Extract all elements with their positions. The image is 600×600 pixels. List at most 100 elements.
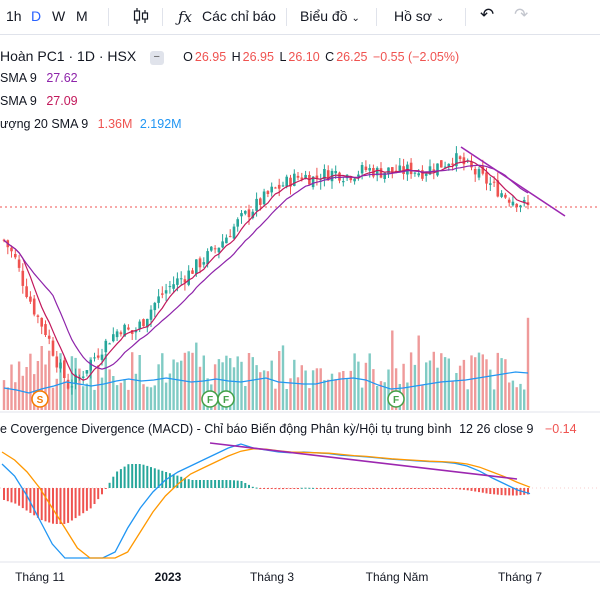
candle-body — [458, 156, 462, 159]
macd-histogram-bar — [425, 488, 428, 489]
volume-bar — [428, 360, 432, 410]
candle-body — [289, 177, 292, 187]
open-value: 26.95 — [194, 50, 227, 64]
candle-body — [89, 360, 92, 371]
volume-bar — [127, 389, 130, 410]
candle-body — [489, 183, 492, 185]
volume-bar — [379, 381, 383, 410]
volume-bar — [180, 360, 183, 410]
low-value: 26.10 — [288, 50, 320, 64]
candle-body — [466, 160, 469, 162]
close-icon[interactable]: − — [149, 51, 164, 65]
event-marker[interactable]: F — [201, 390, 219, 408]
event-marker[interactable]: S — [31, 390, 49, 408]
change-value: −0.55 (−2.05%) — [372, 50, 460, 64]
macd-histogram-bar — [236, 480, 239, 488]
candle-body — [202, 262, 206, 265]
candle-body — [500, 193, 503, 197]
interval-month[interactable]: M — [76, 8, 88, 24]
volume-bar — [14, 382, 17, 410]
volume-bar — [168, 373, 172, 410]
macd-histogram-bar — [176, 475, 179, 488]
volume-bar — [368, 353, 371, 410]
redo-icon[interactable]: ↷ — [514, 5, 529, 24]
volume-bar — [345, 379, 349, 410]
volume-bar — [187, 351, 190, 410]
volume-bar — [496, 352, 499, 410]
macd-histogram-bar — [44, 488, 47, 522]
volume-bar — [104, 354, 107, 410]
volume-bar — [406, 382, 409, 410]
volume-bar — [100, 377, 104, 410]
macd-histogram-bar — [485, 488, 488, 494]
function-icon[interactable]: ƒx — [178, 8, 193, 26]
macd-histogram-bar — [123, 466, 126, 488]
candle-body — [315, 175, 319, 179]
macd-histogram-bar — [421, 488, 424, 489]
macd-histogram-bar — [466, 488, 469, 491]
macd-histogram-bar — [500, 488, 503, 496]
candle-body — [217, 247, 221, 253]
macd-histogram-bar — [346, 488, 349, 489]
undo-icon[interactable]: ↶ — [480, 5, 495, 24]
candle-body — [179, 278, 183, 280]
volume-bar — [489, 369, 492, 410]
chevron-down-icon: ⌄ — [351, 13, 360, 24]
candle-body — [443, 166, 447, 168]
candle-body — [183, 279, 187, 283]
macd-histogram-bar — [59, 488, 62, 524]
profile-button[interactable]: Hồ sơ ⌄ — [394, 8, 444, 24]
candle-body — [236, 219, 239, 227]
volume-bar — [383, 382, 386, 410]
macd-histogram-bar — [202, 480, 205, 488]
macd-histogram-bar — [63, 488, 66, 524]
candle-body — [424, 173, 428, 176]
candle-body — [432, 169, 436, 173]
macd-histogram-bar — [515, 488, 518, 496]
macd-histogram-bar — [493, 488, 496, 495]
indicators-button[interactable]: Các chỉ báo — [202, 8, 276, 24]
macd-histogram-bar — [172, 474, 175, 488]
volume-bar — [63, 381, 66, 410]
volume-bar — [198, 366, 202, 410]
event-marker[interactable]: F — [217, 390, 235, 408]
volume-bar — [21, 375, 24, 410]
volume-bar — [195, 342, 198, 410]
candle-body — [130, 330, 134, 334]
profile-label: Hồ sơ — [394, 8, 432, 24]
volume-bar — [78, 368, 81, 410]
chart-type-button[interactable]: Biểu đồ ⌄ — [300, 8, 360, 24]
interval-1h[interactable]: 1h — [6, 8, 22, 24]
candle-body — [221, 241, 224, 248]
macd-histogram — [3, 464, 529, 524]
interval-week[interactable]: W — [52, 8, 66, 24]
macd-histogram-bar — [459, 488, 462, 490]
macd-histogram-bar — [387, 488, 390, 489]
volume-bar — [164, 382, 168, 410]
event-marker[interactable]: F — [387, 390, 405, 408]
macd-line — [1, 443, 531, 559]
volume-bar — [451, 380, 454, 410]
candle-body — [417, 173, 420, 176]
candle-body — [251, 211, 255, 219]
candle-body — [402, 166, 405, 174]
volume-bar — [357, 361, 360, 410]
volume-bar — [55, 378, 58, 410]
macd-histogram-bar — [18, 488, 21, 506]
volume-bar — [515, 387, 518, 410]
price-trendline — [460, 146, 566, 217]
macd-histogram-bar — [440, 488, 443, 489]
candle-style-icon[interactable] — [132, 6, 150, 29]
macd-histogram-bar — [85, 488, 88, 511]
symbol-title: Hoàn PC1 · 1D · HSX — [0, 48, 137, 64]
candle-body — [213, 248, 217, 250]
volume-bar — [266, 371, 270, 410]
interval-day[interactable]: D — [31, 8, 42, 24]
candle-body — [274, 187, 277, 189]
volume-bar — [270, 360, 273, 410]
candle-body — [485, 172, 488, 184]
sma-slow-line — [3, 164, 529, 370]
volume-bar — [334, 379, 337, 410]
volume-bar — [59, 353, 62, 410]
volume-bar — [206, 378, 209, 410]
